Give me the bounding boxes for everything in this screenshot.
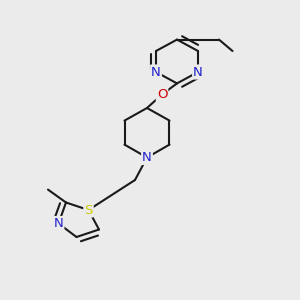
- Text: N: N: [142, 151, 152, 164]
- Text: N: N: [151, 65, 161, 79]
- Text: N: N: [193, 65, 203, 79]
- Text: N: N: [54, 217, 63, 230]
- Text: S: S: [84, 203, 93, 217]
- Text: O: O: [157, 88, 167, 101]
